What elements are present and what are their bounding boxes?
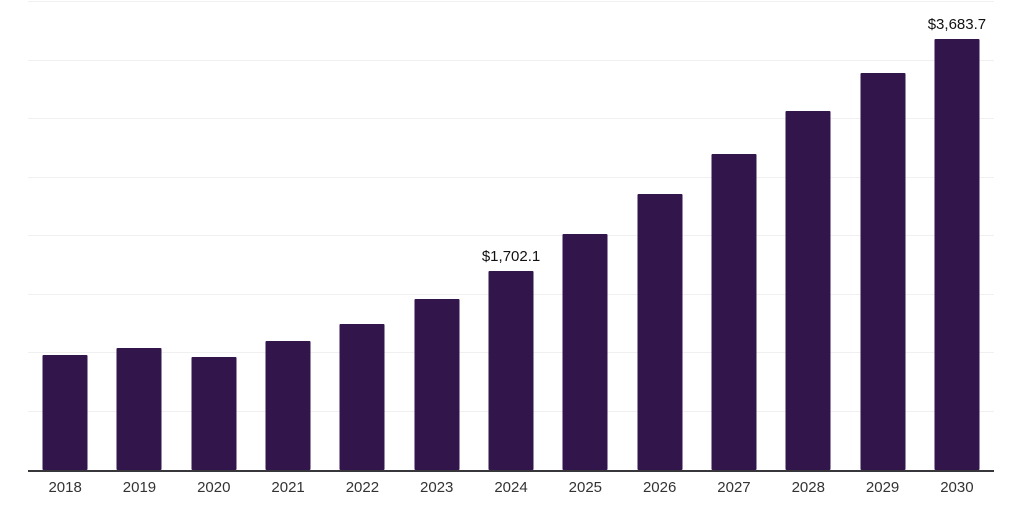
gridline-2000 xyxy=(28,235,994,236)
gridline-2500 xyxy=(28,176,994,178)
x-tick-2025: 2025 xyxy=(568,479,603,496)
x-tick-2030: 2030 xyxy=(940,479,974,496)
data-label-2024: $1,702.1 xyxy=(481,247,541,265)
bar-2030 xyxy=(934,39,980,470)
x-tick-2019: 2019 xyxy=(122,479,157,496)
bar-band-2022 xyxy=(325,2,399,470)
bar-band-2020 xyxy=(177,2,251,470)
bar-2024 xyxy=(488,270,534,470)
bar-2026 xyxy=(637,193,683,470)
plot-area: $1,702.1 $3,683.7 xyxy=(28,1,994,472)
bar-2023 xyxy=(414,298,460,470)
bar-band-2026 xyxy=(623,2,697,470)
gridline-3500 xyxy=(28,59,994,61)
gridline-4000 xyxy=(28,1,994,2)
bar-band-2023 xyxy=(400,2,474,470)
bar-band-2024: $1,702.1 xyxy=(474,2,548,470)
bar-band-2029 xyxy=(845,2,919,470)
bar-band-2021 xyxy=(251,2,325,470)
x-tick-2024: 2024 xyxy=(494,479,528,496)
bar-2019 xyxy=(116,347,162,470)
bar-2018 xyxy=(42,354,88,470)
gridline-3000 xyxy=(28,118,994,119)
bar-2025 xyxy=(562,233,608,470)
bar-band-2018 xyxy=(28,2,102,470)
x-tick-2029: 2029 xyxy=(865,479,900,496)
bar-2027 xyxy=(711,153,757,470)
x-tick-2028: 2028 xyxy=(791,479,825,496)
bar-2022 xyxy=(339,323,385,470)
bar-2028 xyxy=(785,111,831,470)
bar-band-2027 xyxy=(697,2,771,470)
bar-band-2030: $3,683.7 xyxy=(920,2,994,470)
x-tick-2023: 2023 xyxy=(420,479,454,496)
x-tick-2021: 2021 xyxy=(271,479,305,496)
x-tick-2022: 2022 xyxy=(345,479,380,496)
bar-2029 xyxy=(860,72,906,470)
x-tick-2018: 2018 xyxy=(48,479,82,496)
data-label-2030: $3,683.7 xyxy=(927,16,987,33)
x-tick-2020: 2020 xyxy=(197,479,231,496)
bar-band-2019 xyxy=(102,2,176,470)
bar-2021 xyxy=(265,340,311,470)
bar-2020 xyxy=(191,357,237,470)
bar-band-2025 xyxy=(548,2,622,470)
x-tick-2026: 2026 xyxy=(642,479,677,496)
bar-band-2028 xyxy=(771,2,845,470)
x-tick-2027: 2027 xyxy=(717,479,751,496)
x-axis: 2018 2019 2020 2021 2022 2023 2024 2025 2026 2027… xyxy=(28,479,994,496)
